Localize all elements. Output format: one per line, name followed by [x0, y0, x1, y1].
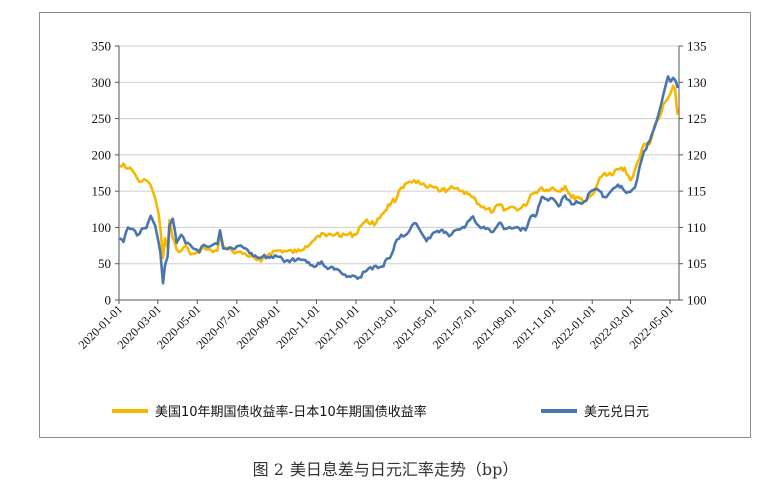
figure-title: 美日息差与日元汇率走势（bp） — [289, 460, 519, 479]
y-right-tick-label: 110 — [687, 220, 706, 235]
chart-frame — [39, 12, 751, 438]
y-right-tick-label: 115 — [687, 184, 706, 199]
y-right-tick-label: 130 — [687, 75, 707, 90]
legend-label-usdjpy: 美元兑日元 — [584, 405, 649, 420]
y-right-tick-label: 135 — [687, 39, 707, 54]
y-right-tick-label: 120 — [687, 147, 707, 162]
y-right-tick-label: 105 — [687, 256, 707, 271]
y-right-tick-label: 100 — [687, 293, 707, 308]
y-left-tick-label: 350 — [92, 39, 112, 54]
gridlines — [119, 45, 679, 265]
y-left-tick-label: 200 — [92, 147, 112, 162]
figure-caption: 图 2 美日息差与日元汇率走势（bp） — [0, 456, 771, 480]
y-left-tick-label: 300 — [92, 75, 112, 90]
legend: 美国10年期国债收益率-日本10年期国债收益率 美元兑日元 — [112, 404, 649, 420]
y-left-tick-label: 250 — [92, 111, 112, 126]
y-left-tick-label: 150 — [92, 184, 112, 199]
series-lines — [118, 75, 679, 285]
y-left-tick-label: 100 — [92, 220, 112, 235]
series-line-spread — [119, 84, 679, 263]
series-line-usdjpy — [118, 75, 679, 285]
y-right-tick-label: 125 — [687, 111, 707, 126]
axes: 0 50 100 150 200 250 300 350 100 105 110 115 120 125 1… — [76, 39, 707, 352]
figure-number: 图 2 — [252, 460, 284, 479]
y-left-tick-label: 0 — [105, 293, 112, 308]
y-left-tick-label: 50 — [98, 256, 111, 271]
legend-label-spread: 美国10年期国债收益率-日本10年期国债收益率 — [155, 404, 427, 420]
